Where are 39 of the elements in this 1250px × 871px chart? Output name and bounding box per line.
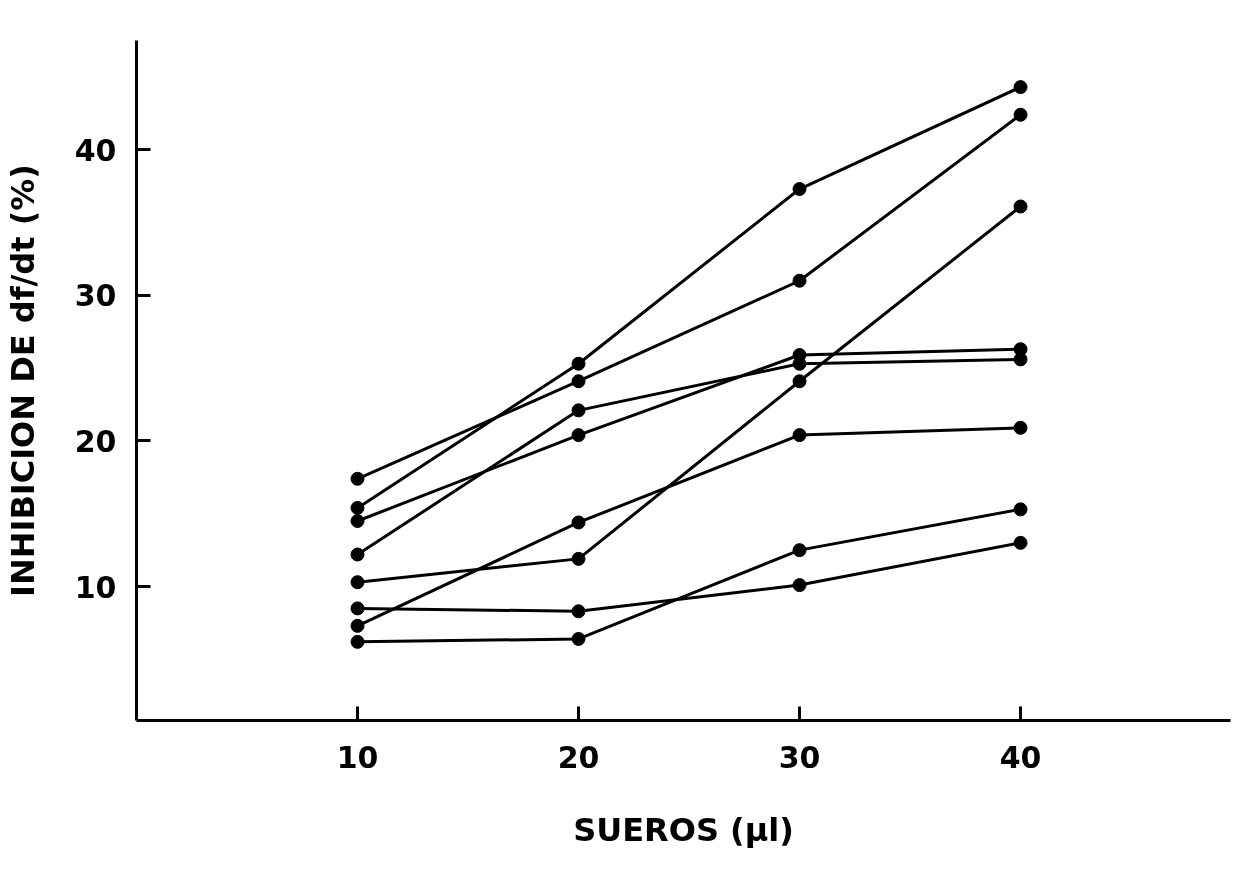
point (1013, 199, 1028, 214)
point (1013, 80, 1028, 95)
point (792, 273, 807, 288)
y-tick-label: 30 (74, 278, 117, 314)
point (350, 634, 365, 649)
point (1013, 535, 1028, 550)
point (350, 471, 365, 486)
point (571, 374, 586, 389)
point (571, 356, 586, 371)
point (571, 551, 586, 566)
point (1013, 502, 1028, 517)
x-axis-title: SUEROS (µl) (573, 810, 794, 849)
point (350, 601, 365, 616)
point (571, 428, 586, 443)
point (571, 604, 586, 619)
x-tick-label: 40 (999, 739, 1042, 775)
x-tick-label: 30 (778, 739, 821, 775)
point (792, 374, 807, 389)
point (1013, 420, 1028, 435)
point (571, 631, 586, 646)
point (350, 618, 365, 633)
point (350, 514, 365, 528)
point (350, 575, 365, 590)
y-axis-title: INHIBICION DE df/dt (%) (3, 164, 42, 597)
point (350, 547, 365, 562)
x-tick-label: 20 (557, 739, 600, 775)
point (792, 182, 807, 197)
point (350, 500, 365, 515)
y-tick-label: 10 (74, 569, 117, 605)
point (571, 403, 586, 418)
point (792, 543, 807, 558)
point (1013, 352, 1028, 367)
point (792, 428, 807, 443)
x-tick-label: 10 (336, 739, 379, 775)
point (571, 515, 586, 530)
y-tick-label: 20 (74, 423, 117, 459)
y-tick-label: 40 (74, 132, 117, 168)
point (792, 578, 807, 593)
point (1013, 107, 1028, 122)
